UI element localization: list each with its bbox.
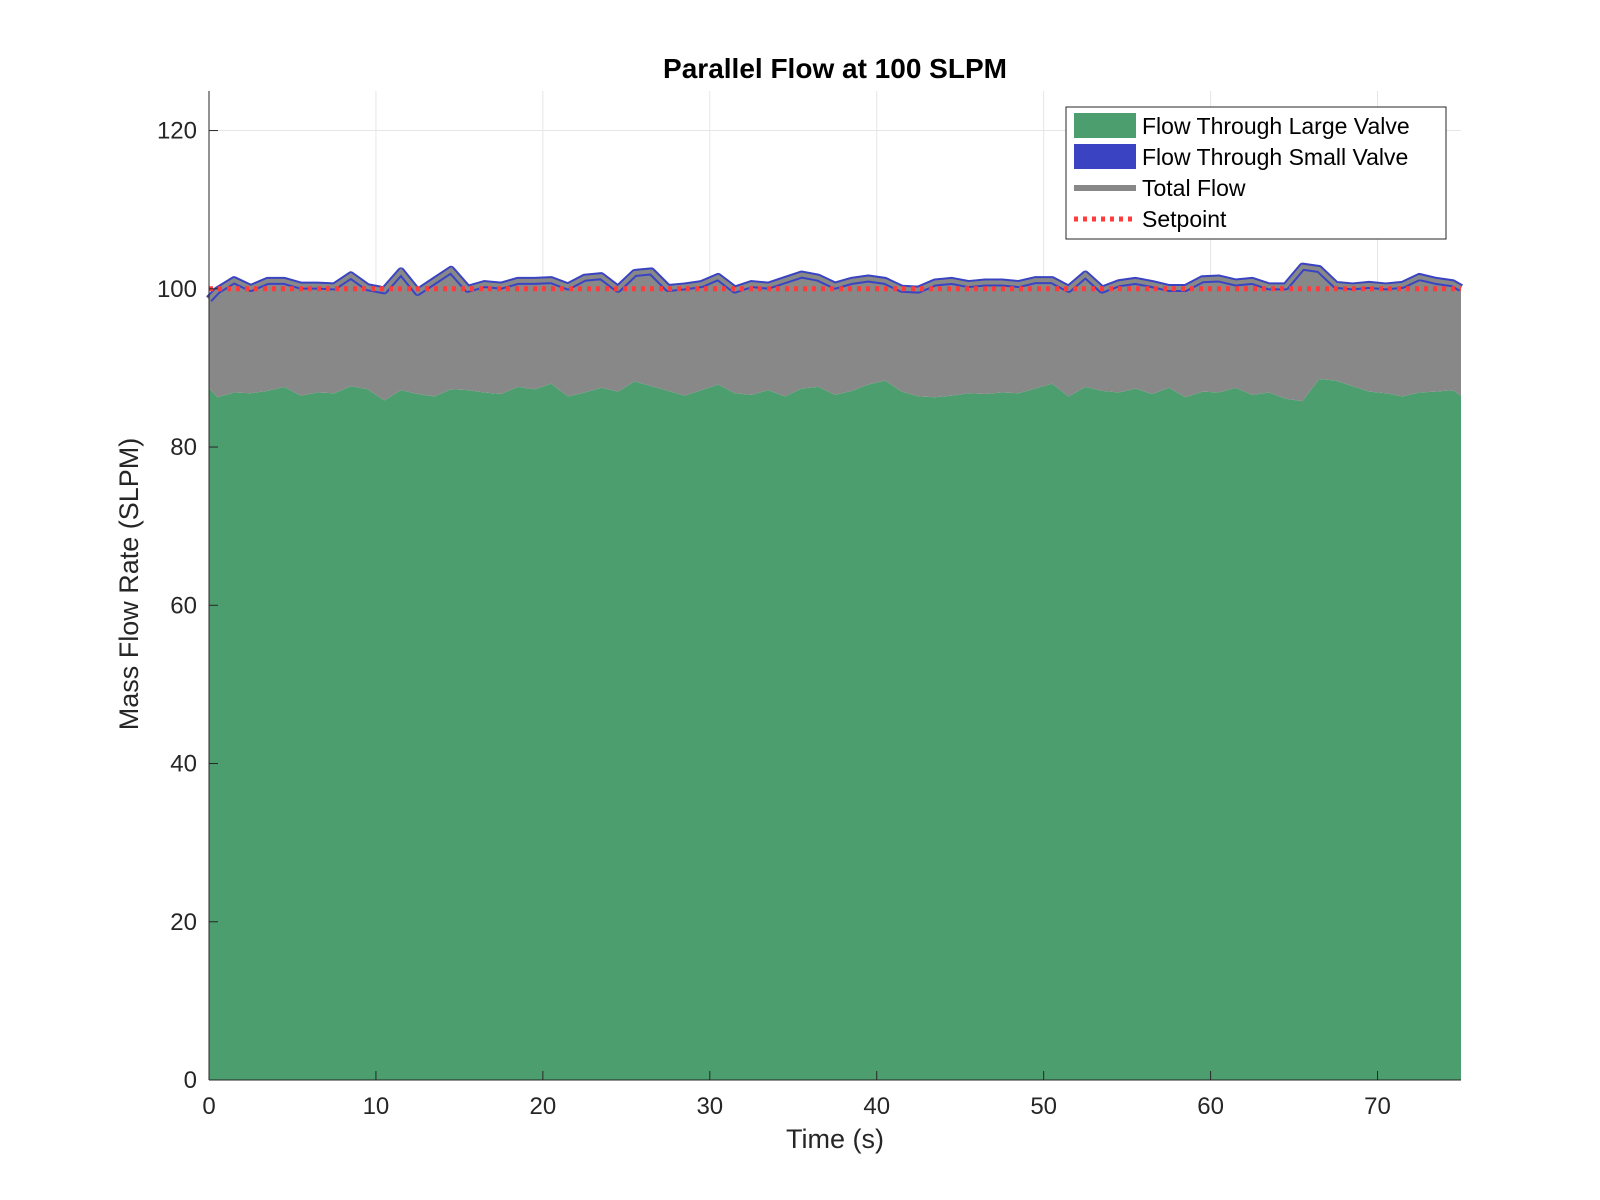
total-flow-line <box>207 264 1462 301</box>
legend: Flow Through Large Valve Flow Through Sm… <box>1065 106 1447 240</box>
y-tick-label: 20 <box>170 909 197 936</box>
y-tick-label: 100 <box>157 276 197 303</box>
legend-swatch-large-valve <box>1074 113 1136 138</box>
legend-label-small-valve: Flow Through Small Valve <box>1142 144 1408 170</box>
large-valve-area <box>209 378 1461 1080</box>
y-axis-label: Mass Flow Rate (SLPM) <box>114 438 144 731</box>
x-axis-label: Time (s) <box>786 1124 884 1154</box>
x-tick-label: 20 <box>530 1093 557 1120</box>
axes <box>208 91 1461 1081</box>
legend-label-total-flow: Total Flow <box>1142 175 1246 201</box>
y-tick-label: 60 <box>170 592 197 619</box>
chart-title: Parallel Flow at 100 SLPM <box>663 53 1007 84</box>
x-tick-label: 70 <box>1364 1093 1391 1120</box>
y-tick-label: 80 <box>170 434 197 461</box>
y-tick-label: 40 <box>170 751 197 778</box>
x-tick-label: 50 <box>1030 1093 1057 1120</box>
y-tick-label: 0 <box>184 1067 197 1094</box>
tick-labels: 0 10 20 30 40 50 60 70 0 20 40 60 80 100 120 <box>157 118 1391 1120</box>
x-tick-label: 40 <box>863 1093 890 1120</box>
legend-swatch-small-valve <box>1074 144 1136 169</box>
x-tick-label: 10 <box>363 1093 390 1120</box>
x-tick-label: 60 <box>1197 1093 1224 1120</box>
legend-label-setpoint: Setpoint <box>1142 206 1227 232</box>
legend-label-large-valve: Flow Through Large Valve <box>1142 113 1410 139</box>
plot-lines <box>206 262 1463 302</box>
x-tick-label: 0 <box>202 1093 215 1120</box>
small-valve-area <box>209 266 1461 402</box>
x-tick-label: 30 <box>696 1093 723 1120</box>
plot-areas <box>209 266 1461 1080</box>
y-tick-label: 120 <box>157 118 197 145</box>
